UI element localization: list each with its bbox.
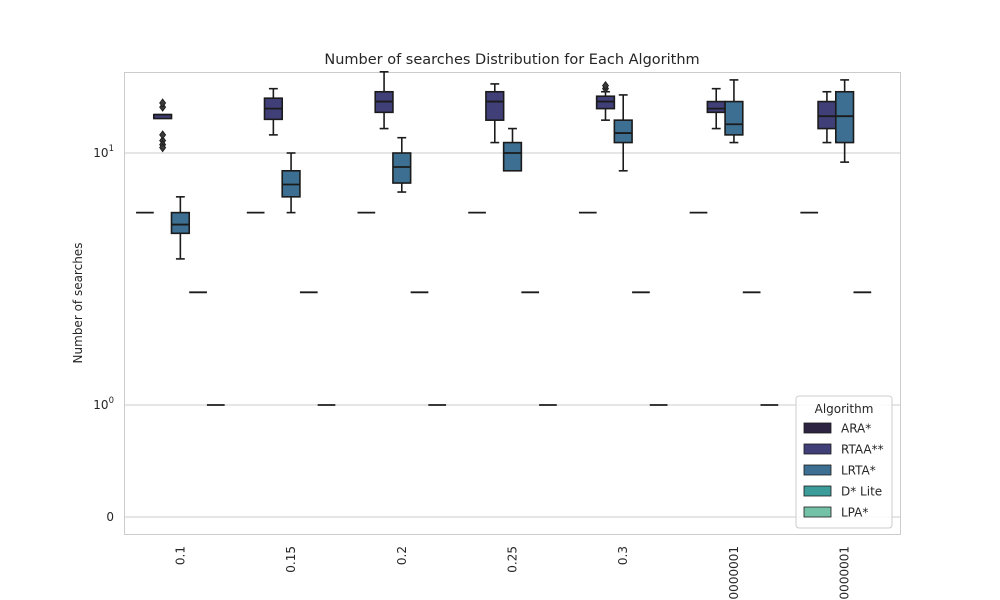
box-LRTA* [834,79,855,163]
box-LRTA* [724,79,744,144]
y-tick-label: 0 [106,510,114,524]
box-RTAA** [263,87,284,136]
outlier-point [602,81,609,91]
box-RTAA** [817,90,837,144]
box-body [485,90,505,121]
box-LRTA* [170,196,191,260]
legend-swatch [803,485,832,497]
outlier-point [159,130,167,140]
x-tick-label: 0.2 [395,546,409,565]
legend-label: RTAA** [841,443,884,457]
box-body [817,100,837,130]
x-tick-label: 0.1 [173,546,187,565]
box-body [613,119,633,144]
x-tick-label: 0.3 [616,546,630,565]
box-RTAA** [706,87,726,130]
legend-swatch [803,506,832,518]
x-tick-labels: 0.1 0.15 0.2 0.25 0.3 0000001 0000001 [173,546,851,599]
legend-title: Algorithm [815,402,874,416]
legend-label: D* Lite [841,485,882,499]
box-body [392,152,412,184]
plot-frame [124,72,901,535]
box-body [170,211,191,235]
outlier-point [159,142,167,153]
y-tick-label: 100 [93,396,114,412]
box-RTAA** [152,98,173,153]
boxes [136,71,872,406]
y-axis-label: Number of searches [71,243,85,364]
legend-swatch [803,422,832,434]
box-LRTA* [613,94,633,172]
box-LRTA* [281,152,301,214]
box-body [834,90,855,144]
x-tick-label: 0000001 [727,546,741,599]
legend-label: LPA* [841,506,868,520]
chart-title: Number of searches Distribution for Each… [324,52,699,68]
grid-lines [125,152,900,518]
legend: Algorithm ARA* RTAA** LRTA* D* Lite LPA* [795,395,893,529]
box-RTAA** [374,71,394,130]
legend-label: ARA* [841,422,871,436]
legend-swatch [803,464,832,476]
outlier-point [159,98,167,108]
box-body [502,141,523,172]
box-body [706,100,726,114]
x-tick-label: 0000001 [838,546,852,599]
y-tick-labels: 0 100 101 [93,144,114,524]
legend-swatch [803,443,832,455]
box-body [724,100,744,136]
box-LRTA* [392,136,412,193]
legend-label: LRTA* [841,464,876,478]
x-tick-label: 0.25 [506,546,520,573]
y-tick-label: 101 [93,144,114,160]
box-RTAA** [595,81,616,121]
x-tick-label: 0.15 [284,546,298,573]
box-LRTA* [502,127,523,172]
box-RTAA** [485,83,505,144]
